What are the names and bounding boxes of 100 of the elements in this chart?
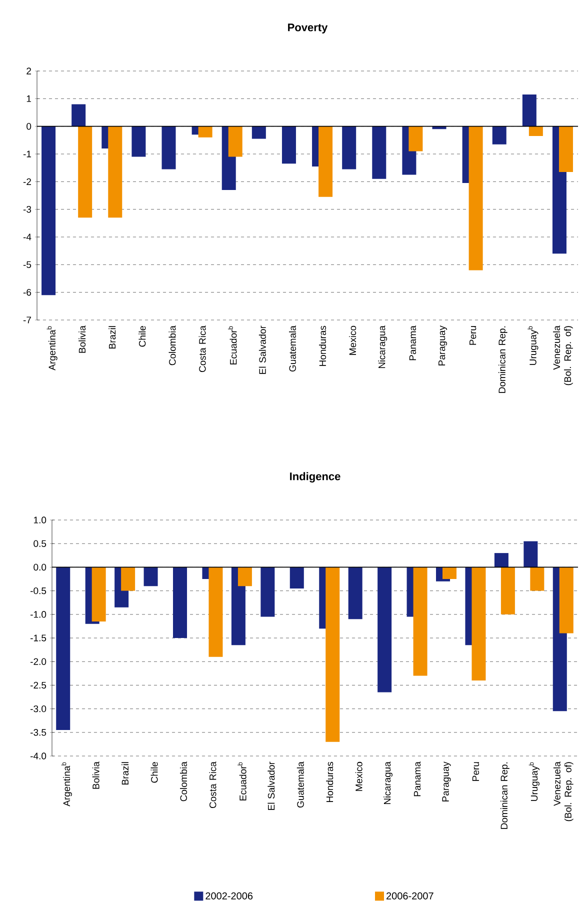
- bar: [318, 126, 333, 197]
- bar: [558, 126, 573, 172]
- bar: [173, 567, 188, 638]
- x-tick-label: Dominican Rep.: [498, 326, 508, 393]
- bar: [238, 567, 252, 586]
- y-tick-label: -2: [23, 178, 31, 185]
- y-tick-label: -6: [23, 288, 32, 296]
- y-tick-label: -3: [23, 206, 32, 213]
- x-tick-label: Dominican Rep.: [500, 762, 510, 829]
- x-tick-label: Ecuador$^{b}$: [228, 326, 237, 364]
- x-tick-label: Mexico: [349, 326, 356, 355]
- bar: [208, 567, 223, 657]
- y-tick-label: 0.0: [34, 564, 46, 571]
- bar: [522, 94, 536, 126]
- bar: [468, 126, 483, 270]
- x-tick-label: Uruguay$^{b}$: [528, 326, 538, 365]
- bar: [378, 567, 392, 692]
- x-tick-label: Peru: [472, 762, 480, 781]
- bar: [92, 567, 106, 622]
- x-tick-label: Argentina$^{b}$: [46, 326, 58, 370]
- x-tick-label: Paraguay: [438, 326, 448, 366]
- x-tick-label: Honduras: [319, 326, 326, 366]
- x-tick-label: Paraguay: [442, 762, 451, 802]
- x-tick-label: Costa Rica: [198, 326, 206, 372]
- bar: [472, 567, 486, 680]
- x-tick-label: Brazil: [108, 326, 116, 348]
- x-tick-label: Bolivia: [78, 326, 86, 353]
- bar: [492, 126, 506, 144]
- y-tick-label: -2.0: [30, 658, 46, 665]
- x-tick-label: Chile: [150, 762, 158, 783]
- y-tick-label: -1: [23, 150, 31, 158]
- x-tick-label: El Salvador: [268, 762, 275, 810]
- bar: [432, 126, 446, 130]
- bar: [108, 126, 122, 218]
- chart-title: Poverty: [288, 24, 328, 34]
- x-tick-label: Brazil: [122, 762, 129, 785]
- bar: [290, 567, 304, 588]
- x-tick-label: Panama: [409, 326, 416, 360]
- y-tick-label: -2.5: [30, 682, 46, 689]
- x-tick-label: Venezuela (Bol. Rep. of): [553, 762, 574, 822]
- y-tick-label: -4.0: [30, 752, 46, 760]
- y-tick-label: 2: [26, 68, 31, 74]
- chart-title: Indigence: [290, 472, 340, 482]
- bar: [342, 126, 356, 170]
- x-tick-label: Colombia: [180, 762, 187, 802]
- y-tick-label: -3.5: [30, 729, 46, 736]
- bar: [559, 567, 574, 634]
- bar: [530, 567, 544, 591]
- bar: [132, 126, 146, 157]
- x-tick-label: Chile: [138, 326, 146, 347]
- bar: [72, 104, 86, 126]
- bar: [408, 126, 423, 152]
- y-tick-label: -4: [23, 234, 32, 240]
- bar: [528, 126, 543, 136]
- y-tick-label: -1.0: [30, 611, 46, 618]
- bar: [162, 126, 176, 170]
- y-tick-label: -3.0: [30, 705, 46, 712]
- x-tick-label: Argentina$^{b}$: [61, 762, 72, 806]
- bar: [198, 126, 212, 138]
- y-tick-label: 1.0: [34, 516, 46, 524]
- bar: [252, 126, 266, 139]
- x-tick-label: Colombia: [168, 326, 176, 366]
- bar: [78, 126, 92, 218]
- x-tick-label: Venezuela (Bol. Rep. of): [553, 326, 573, 386]
- bar: [121, 567, 136, 591]
- bar: [348, 567, 362, 620]
- x-tick-label: Peru: [469, 326, 476, 345]
- x-tick-label: Honduras: [326, 762, 334, 802]
- bar: [282, 126, 296, 164]
- bar: [326, 567, 340, 742]
- bar: [372, 126, 386, 179]
- x-tick-label: Panama: [414, 762, 421, 796]
- y-tick-label: 1: [26, 95, 31, 102]
- x-tick-label: Nicaragua: [384, 762, 392, 804]
- x-tick-label: Ecuador$^{b}$: [238, 762, 246, 800]
- x-tick-label: Guatemala: [296, 762, 304, 808]
- y-tick-label: 0: [26, 122, 32, 130]
- x-tick-label: Nicaragua: [378, 326, 388, 368]
- x-tick-label: Mexico: [355, 762, 362, 791]
- bar: [42, 126, 56, 296]
- bar: [524, 541, 538, 568]
- x-tick-label: El Salvador: [258, 326, 266, 374]
- legend-label: 2002-2006: [206, 892, 253, 900]
- y-tick-label: 0.5: [34, 540, 46, 547]
- bar: [500, 567, 515, 614]
- y-tick-label: -1.5: [30, 634, 46, 642]
- legend-label: 2006-2007: [386, 892, 434, 900]
- bar: [228, 126, 242, 157]
- bar: [56, 567, 70, 730]
- y-tick-label: -5: [23, 261, 32, 268]
- y-tick-label: -0.5: [30, 587, 46, 594]
- x-tick-label: Guatemala: [288, 326, 296, 372]
- x-tick-label: Uruguay$^{b}$: [528, 762, 540, 801]
- bar: [144, 567, 158, 586]
- y-tick-label: -7: [23, 316, 31, 324]
- x-tick-label: Costa Rica: [209, 762, 216, 808]
- bar: [260, 567, 275, 617]
- x-tick-label: Bolivia: [92, 762, 100, 789]
- bar: [494, 553, 508, 568]
- bar: [442, 567, 457, 580]
